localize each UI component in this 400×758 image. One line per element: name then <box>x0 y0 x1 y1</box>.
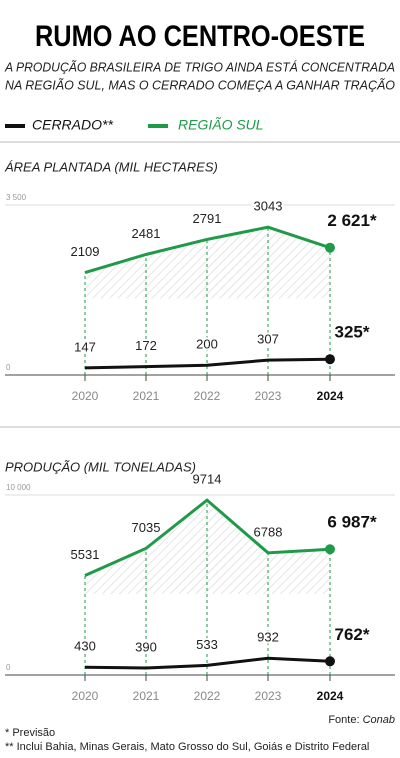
x-tick-label: 2022 <box>194 689 221 703</box>
point <box>325 656 335 667</box>
x-tick-label: 2021 <box>133 389 160 403</box>
value-label: 2 621* <box>327 211 377 230</box>
value-label: 533 <box>196 637 218 652</box>
y-tick-label: 10 000 <box>6 483 31 492</box>
x-tick-label: 2024 <box>317 689 344 703</box>
value-label: 762* <box>335 625 370 644</box>
title: RUMO AO CENTRO-OESTE <box>35 20 365 53</box>
subtitle-line: NA REGIÃO SUL, MAS O CERRADO COMEÇA A GA… <box>5 77 395 92</box>
series-line <box>84 498 331 577</box>
chart-title: PRODUÇÃO (MIL TONELADAS) <box>5 459 196 474</box>
value-label: 6 987* <box>327 513 377 532</box>
series-line <box>84 357 331 370</box>
value-label: 5531 <box>71 547 100 562</box>
series-line <box>84 225 331 275</box>
x-tick-label: 2024 <box>317 389 344 403</box>
x-tick-label: 2021 <box>133 689 160 703</box>
point <box>325 354 335 365</box>
y-tick-label: 0 <box>6 363 11 372</box>
x-tick-label: 2020 <box>72 389 99 403</box>
x-tick-label: 2020 <box>72 689 99 703</box>
value-label: 2791 <box>193 211 222 226</box>
value-label: 9714 <box>193 472 222 487</box>
hatch-area <box>85 227 330 299</box>
value-label: 6788 <box>254 524 283 539</box>
chart-title: ÁREA PLANTADA (MIL HECTARES) <box>4 159 218 174</box>
point <box>325 544 335 555</box>
y-tick-label: 3 500 <box>6 193 27 202</box>
series-line <box>84 656 331 670</box>
source: Fonte: Conab <box>328 714 395 726</box>
source-name: Conab <box>363 714 395 726</box>
x-tick-label: 2022 <box>194 389 221 403</box>
subtitle-line: A PRODUÇÃO BRASILEIRA DE TRIGO AINDA EST… <box>4 59 395 74</box>
x-tick-label: 2023 <box>255 689 282 703</box>
y-tick-label: 0 <box>6 663 11 672</box>
legend-label: CERRADO** <box>32 117 113 133</box>
value-label: 147 <box>74 339 96 354</box>
value-label: 932 <box>257 630 279 645</box>
value-label: 307 <box>257 332 279 347</box>
value-label: 325* <box>335 323 370 342</box>
source-label: Fonte: <box>328 714 362 726</box>
value-label: 390 <box>135 639 157 654</box>
value-label: 7035 <box>132 520 161 535</box>
footnote: * Previsão <box>5 727 55 739</box>
footnote: ** Inclui Bahia, Minas Gerais, Mato Gros… <box>5 741 369 753</box>
value-label: 200 <box>196 337 218 352</box>
value-label: 2481 <box>132 226 161 241</box>
legend-label: REGIÃO SUL <box>178 117 264 133</box>
legend: CERRADO** REGIÃO SUL <box>5 117 264 133</box>
x-tick-label: 2023 <box>255 389 282 403</box>
point <box>325 242 335 253</box>
value-label: 430 <box>74 639 96 654</box>
value-label: 2109 <box>71 244 100 259</box>
value-label: 3043 <box>254 199 283 214</box>
value-label: 172 <box>135 338 157 353</box>
